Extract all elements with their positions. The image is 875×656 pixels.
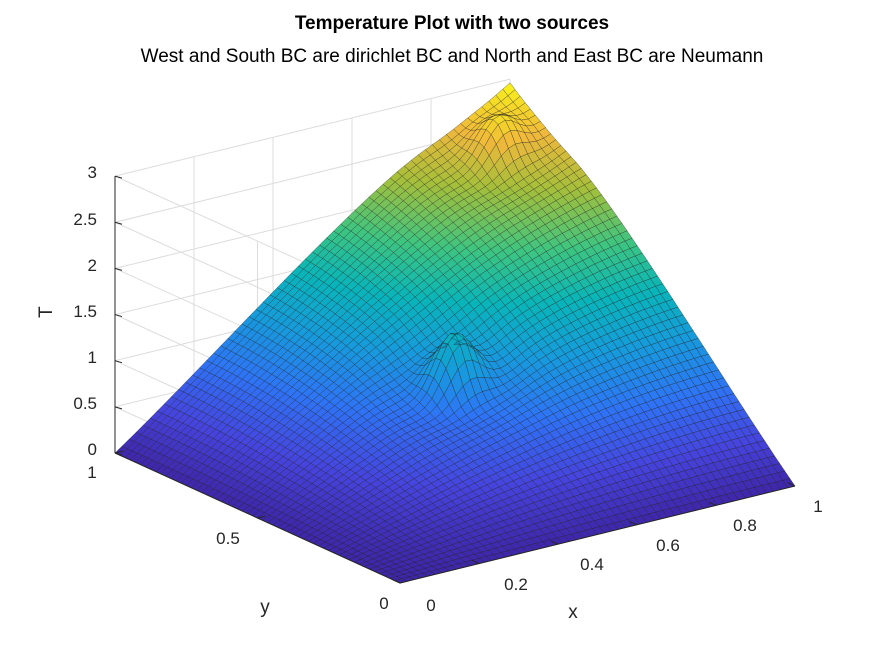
chart-subtitle: West and South BC are dirichlet BC and N… <box>141 46 764 67</box>
y-tick-mark <box>399 580 409 584</box>
x-tick-label: 0.4 <box>580 555 604 574</box>
chart-title: Temperature Plot with two sources <box>295 13 609 34</box>
x-tick-mark <box>787 482 796 487</box>
x-tick-mark <box>392 579 401 584</box>
axes-box <box>114 175 796 584</box>
z-tick-label: 0.5 <box>73 394 97 413</box>
z-tick-label: 0 <box>88 440 97 459</box>
z-tick-mark <box>114 452 123 456</box>
y-axis-label: y <box>260 597 270 618</box>
z-tick-label: 2 <box>88 256 97 275</box>
x-tick-label: 0.2 <box>504 575 528 594</box>
z-tick-mark <box>114 267 123 271</box>
z-axis-ticks: 0 0.5 1 1.5 2 2.5 3 <box>73 163 97 459</box>
z-tick-mark <box>114 360 123 364</box>
z-axis-label: T <box>36 306 57 318</box>
z-tick-mark <box>114 221 123 225</box>
z-tick-label: 2.5 <box>73 210 97 229</box>
x-tick-mark <box>629 521 638 526</box>
x-tick-label: 0.8 <box>733 516 757 535</box>
z-tick-mark <box>114 406 123 410</box>
y-tick-label: 0.5 <box>216 529 240 548</box>
y-tick-label: 1 <box>87 463 96 482</box>
z-tick-label: 1.5 <box>73 302 97 321</box>
z-tick-mark <box>114 314 123 318</box>
x-tick-mark <box>708 501 717 506</box>
y-axis-ticks: 0 0.5 1 <box>87 463 388 613</box>
x-tick-mark <box>550 540 559 545</box>
x-tick-label: 0 <box>426 596 435 615</box>
z-tick-mark <box>114 175 123 179</box>
x-tick-label: 0.6 <box>656 536 680 555</box>
x-tick-label: 1 <box>813 497 822 516</box>
y-tick-label: 0 <box>379 594 388 613</box>
y-tick-mark <box>114 450 124 454</box>
x-axis-label: x <box>568 602 578 623</box>
temperature-surface <box>114 82 796 584</box>
z-tick-label: 1 <box>88 348 97 367</box>
x-axis-ticks: 0 0.2 0.4 0.6 0.8 1 <box>426 497 822 615</box>
z-tick-label: 3 <box>88 163 97 182</box>
grid-line <box>114 78 511 177</box>
x-axis-line <box>399 485 796 584</box>
y-tick-mark <box>257 515 266 519</box>
x-tick-mark <box>471 559 480 565</box>
